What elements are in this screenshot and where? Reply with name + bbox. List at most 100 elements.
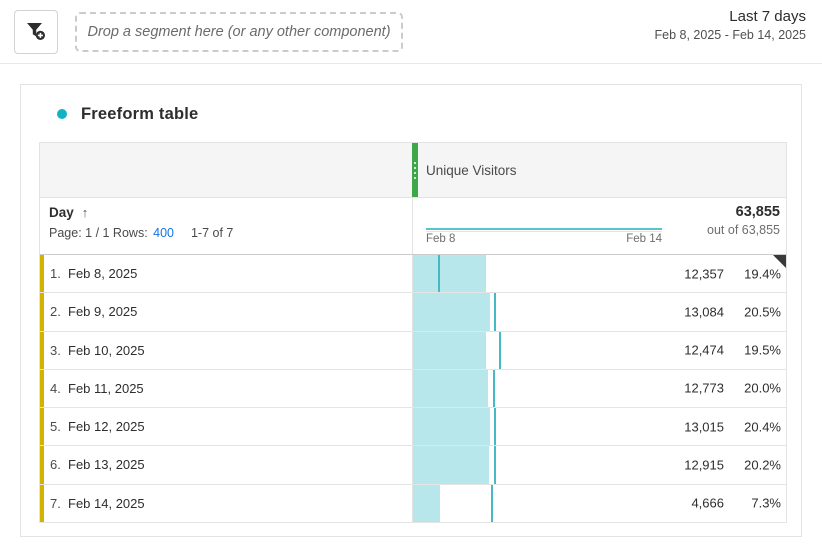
- panel-title[interactable]: Freeform table: [81, 104, 199, 123]
- sparkline-axis: [426, 231, 662, 232]
- dimension-cell[interactable]: 6. Feb 13, 2025: [40, 446, 412, 484]
- segment-drop-zone[interactable]: Drop a segment here (or any other compon…: [75, 12, 403, 52]
- metric-percent: 19.5%: [744, 342, 781, 358]
- row-accent-bar: [40, 293, 44, 331]
- dimension-cell[interactable]: 2. Feb 9, 2025: [40, 293, 412, 331]
- metric-total: 63,855: [735, 204, 780, 220]
- row-date: Feb 13, 2025: [68, 457, 145, 473]
- dimension-header-label: Day: [49, 205, 74, 220]
- drop-zone-label: Drop a segment here (or any other compon…: [87, 24, 391, 40]
- metric-cell[interactable]: 12,474 19.5%: [412, 331, 786, 369]
- metric-bar: [413, 446, 490, 484]
- dimension-cell[interactable]: 1. Feb 8, 2025: [40, 255, 412, 293]
- anomaly-indicator: [773, 255, 786, 268]
- sort-ascending-icon[interactable]: ↑: [81, 205, 89, 220]
- metric-bar: [413, 408, 490, 446]
- add-segment-button[interactable]: [14, 10, 58, 54]
- pagination-bar: Page: 1 / 1 Rows: 400 1-7 of 7: [49, 226, 412, 240]
- metric-sparkline: [426, 228, 662, 230]
- toolbar-divider: [0, 63, 822, 64]
- metric-cell[interactable]: 4,666 7.3%: [412, 484, 786, 522]
- date-range-preset: Last 7 days: [729, 8, 806, 25]
- sparkline-end-label: Feb 14: [626, 233, 662, 245]
- expected-marker: [498, 331, 501, 369]
- header-corner-cell: [40, 143, 412, 197]
- column-header-row: Unique Visitors: [39, 142, 787, 198]
- table-row[interactable]: 5. Feb 12, 2025 13,015 20.4%: [39, 408, 787, 447]
- date-range-selector[interactable]: Last 7 days Feb 8, 2025 - Feb 14, 2025: [655, 7, 807, 44]
- metric-percent: 20.5%: [744, 304, 781, 320]
- metric-cell[interactable]: 12,773 20.0%: [412, 369, 786, 408]
- table-row[interactable]: 1. Feb 8, 2025 12,357 19.4%: [39, 255, 787, 294]
- pagination-range: 1-7 of 7: [190, 226, 234, 240]
- metric-percent: 20.0%: [744, 380, 781, 396]
- segment-toolbar: Drop a segment here (or any other compon…: [0, 0, 822, 63]
- dimension-cell[interactable]: 5. Feb 12, 2025: [40, 408, 412, 446]
- dimension-sort-header[interactable]: Day ↑: [49, 205, 412, 220]
- dimension-cell[interactable]: 3. Feb 10, 2025: [40, 331, 412, 369]
- metric-bar: [413, 369, 489, 408]
- card-title-row: Freeform table: [21, 99, 198, 129]
- filter-add-icon: [24, 19, 48, 46]
- row-rank: 5.: [50, 419, 61, 435]
- metric-value: 4,666: [691, 495, 724, 511]
- dimension-cell[interactable]: 4. Feb 11, 2025: [40, 369, 412, 408]
- row-accent-bar: [40, 369, 44, 408]
- metric-value: 13,084: [684, 304, 724, 320]
- metric-cell[interactable]: 12,357 19.4%: [412, 255, 786, 293]
- row-date: Feb 11, 2025: [68, 380, 144, 396]
- table-row[interactable]: 3. Feb 10, 2025 12,474 19.5%: [39, 331, 787, 370]
- row-rank: 3.: [50, 342, 61, 358]
- row-rank: 1.: [50, 266, 61, 282]
- metric-cell[interactable]: 12,915 20.2%: [412, 446, 786, 484]
- expected-marker: [494, 446, 497, 484]
- metric-bar: [413, 331, 487, 369]
- expected-marker: [438, 255, 441, 293]
- expected-marker: [494, 408, 497, 446]
- row-accent-bar: [40, 408, 44, 446]
- row-date: Feb 14, 2025: [68, 495, 145, 511]
- row-accent-bar: [40, 331, 44, 369]
- row-rank: 2.: [50, 304, 61, 320]
- row-accent-bar: [40, 255, 44, 293]
- row-accent-bar: [40, 484, 44, 522]
- totals-row: Day ↑ Page: 1 / 1 Rows: 400 1-7 of 7 Feb …: [39, 198, 787, 255]
- metric-percent: 19.4%: [744, 266, 781, 282]
- row-rank: 7.: [50, 495, 61, 511]
- metric-total-outof: out of 63,855: [707, 223, 780, 237]
- dimension-cell[interactable]: 7. Feb 14, 2025: [40, 484, 412, 522]
- sparkline-start-label: Feb 8: [426, 233, 456, 245]
- metric-value: 12,773: [684, 380, 724, 396]
- metric-bar: [413, 255, 486, 293]
- metric-bar: [413, 293, 491, 331]
- sparkline-labels: Feb 8 Feb 14: [426, 233, 662, 245]
- row-rank: 6.: [50, 457, 61, 473]
- metric-cell[interactable]: 13,015 20.4%: [412, 408, 786, 446]
- metric-value: 12,915: [684, 457, 724, 473]
- table-row[interactable]: 6. Feb 13, 2025 12,915 20.2%: [39, 446, 787, 485]
- metric-cell[interactable]: 13,084 20.5%: [412, 293, 786, 331]
- metric-value: 12,474: [684, 342, 724, 358]
- expected-marker: [492, 369, 495, 408]
- freeform-table-card: Freeform table Unique Visitors Day ↑ Page: [20, 84, 802, 537]
- row-date: Feb 12, 2025: [68, 419, 145, 435]
- date-range-dates: Feb 8, 2025 - Feb 14, 2025: [654, 28, 807, 42]
- freeform-table: Unique Visitors Day ↑ Page: 1 / 1 Rows: 4…: [39, 142, 787, 523]
- metric-value: 13,015: [684, 419, 724, 435]
- expected-marker: [491, 484, 494, 522]
- table-row[interactable]: 7. Feb 14, 2025 4,666 7.3%: [39, 484, 787, 523]
- metric-column-header[interactable]: Unique Visitors: [426, 162, 517, 178]
- row-rank: 4.: [50, 380, 61, 396]
- column-drag-handle[interactable]: [412, 143, 418, 197]
- metric-total-values: 63,855 out of 63,855: [707, 203, 780, 239]
- row-date: Feb 8, 2025: [68, 266, 138, 282]
- metric-bar: [413, 484, 441, 522]
- pagination-label: Page: 1 / 1 Rows:: [49, 226, 148, 240]
- panel-accent-dot: [57, 109, 67, 119]
- table-row[interactable]: 2. Feb 9, 2025 13,084 20.5%: [39, 293, 787, 332]
- dimension-header-cell: Day ↑ Page: 1 / 1 Rows: 400 1-7 of 7: [40, 198, 412, 254]
- row-date: Feb 9, 2025: [68, 304, 138, 320]
- rows-per-page-link[interactable]: 400: [153, 226, 175, 240]
- table-row[interactable]: 4. Feb 11, 2025 12,773 20.0%: [39, 369, 787, 409]
